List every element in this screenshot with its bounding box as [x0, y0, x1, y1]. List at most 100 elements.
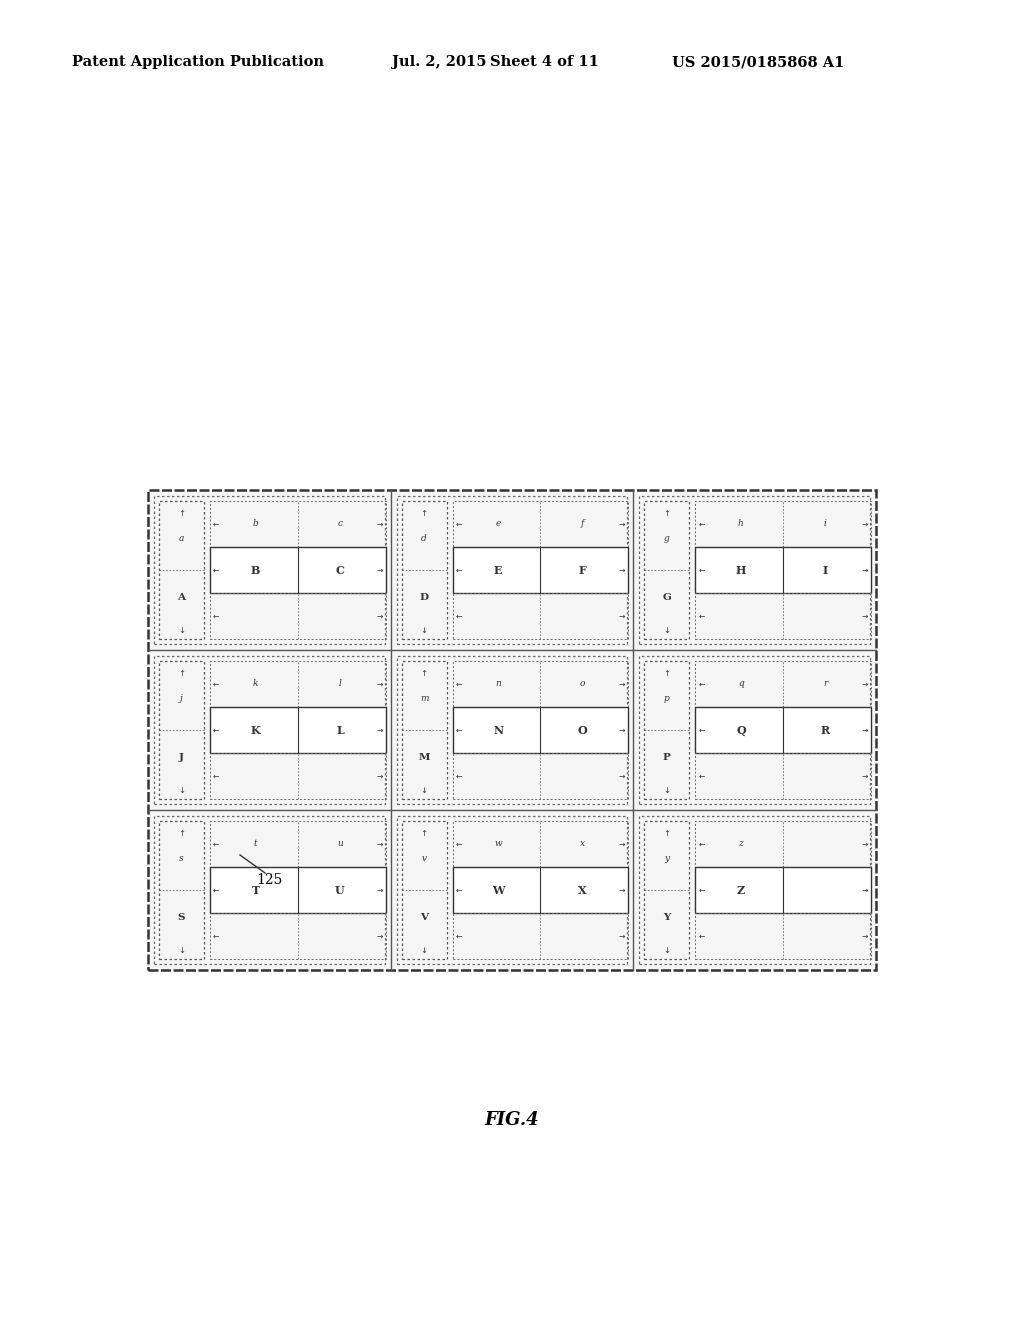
Text: N: N: [494, 725, 504, 735]
Text: J: J: [179, 754, 184, 762]
Text: →: →: [376, 611, 383, 620]
Text: →: →: [861, 771, 868, 780]
Bar: [159, 661, 204, 799]
Text: →: →: [618, 680, 626, 689]
Text: V: V: [420, 913, 428, 923]
Text: x: x: [580, 840, 585, 849]
Bar: [396, 816, 628, 964]
Bar: [695, 502, 871, 546]
Bar: [644, 821, 689, 960]
Bar: [401, 502, 446, 639]
Text: K: K: [251, 725, 260, 735]
Text: →: →: [861, 840, 868, 849]
Text: ←: ←: [213, 520, 219, 528]
Text: →: →: [861, 726, 868, 734]
Text: F: F: [579, 565, 587, 576]
Bar: [210, 661, 386, 708]
Bar: [695, 913, 871, 960]
Text: ←: ←: [456, 840, 462, 849]
Text: g: g: [664, 533, 670, 543]
Bar: [210, 752, 386, 799]
Text: ←: ←: [456, 932, 462, 940]
Bar: [453, 661, 629, 708]
Text: ↑: ↑: [664, 829, 671, 838]
Text: Q: Q: [736, 725, 745, 735]
Text: ↑: ↑: [664, 510, 671, 517]
Bar: [695, 593, 871, 639]
Text: S: S: [178, 913, 185, 923]
Text: Sheet 4 of 11: Sheet 4 of 11: [490, 55, 599, 69]
Bar: [453, 867, 629, 913]
Bar: [210, 821, 386, 867]
Text: ↓: ↓: [421, 946, 428, 956]
Text: ↑: ↑: [178, 510, 185, 517]
Bar: [401, 661, 446, 799]
Bar: [453, 593, 629, 639]
Bar: [396, 496, 628, 644]
Text: ↑: ↑: [664, 669, 671, 678]
Text: i: i: [824, 520, 826, 528]
Text: l: l: [339, 680, 341, 689]
Text: ←: ←: [698, 886, 705, 895]
Text: t: t: [254, 840, 257, 849]
Text: ↓: ↓: [664, 946, 671, 956]
Bar: [695, 661, 871, 708]
Text: ←: ←: [456, 565, 462, 574]
Text: ↑: ↑: [421, 510, 428, 517]
Text: ←: ←: [698, 726, 705, 734]
Bar: [453, 546, 629, 593]
Bar: [695, 546, 871, 593]
Text: ←: ←: [456, 726, 462, 734]
Bar: [695, 867, 871, 913]
Text: →: →: [376, 726, 383, 734]
Text: →: →: [376, 520, 383, 528]
Bar: [148, 490, 876, 970]
Text: ←: ←: [698, 611, 705, 620]
Text: p: p: [664, 694, 670, 702]
Text: ←: ←: [213, 840, 219, 849]
Text: 125: 125: [257, 873, 284, 887]
Text: ↑: ↑: [178, 829, 185, 838]
Bar: [159, 821, 204, 960]
Text: ↓: ↓: [421, 787, 428, 795]
Text: ←: ←: [213, 932, 219, 940]
Text: ↓: ↓: [664, 787, 671, 795]
Text: d: d: [421, 533, 427, 543]
Text: →: →: [861, 611, 868, 620]
Text: H: H: [735, 565, 746, 576]
Text: →: →: [618, 932, 626, 940]
Text: ←: ←: [213, 611, 219, 620]
Bar: [154, 656, 385, 804]
Bar: [210, 708, 386, 752]
Text: U: U: [335, 884, 345, 895]
Text: ←: ←: [698, 840, 705, 849]
Text: →: →: [618, 726, 626, 734]
Text: →: →: [618, 520, 626, 528]
Text: ←: ←: [698, 932, 705, 940]
Bar: [453, 821, 629, 867]
Bar: [401, 821, 446, 960]
Text: ↑: ↑: [178, 669, 185, 678]
Bar: [159, 502, 204, 639]
Text: →: →: [618, 565, 626, 574]
Text: Z: Z: [737, 884, 745, 895]
Bar: [210, 867, 386, 913]
Text: y: y: [665, 854, 670, 863]
Text: m: m: [420, 694, 428, 702]
Text: n: n: [496, 680, 501, 689]
Text: →: →: [376, 932, 383, 940]
Bar: [453, 752, 629, 799]
Text: O: O: [578, 725, 588, 735]
Text: →: →: [376, 565, 383, 574]
Text: ↓: ↓: [421, 626, 428, 635]
Bar: [210, 913, 386, 960]
Text: ←: ←: [698, 771, 705, 780]
Text: M: M: [419, 754, 430, 762]
Bar: [644, 502, 689, 639]
Text: c: c: [338, 520, 342, 528]
Text: US 2015/0185868 A1: US 2015/0185868 A1: [672, 55, 845, 69]
Bar: [695, 708, 871, 752]
Text: e: e: [496, 520, 501, 528]
Text: Patent Application Publication: Patent Application Publication: [72, 55, 324, 69]
Text: b: b: [253, 520, 258, 528]
